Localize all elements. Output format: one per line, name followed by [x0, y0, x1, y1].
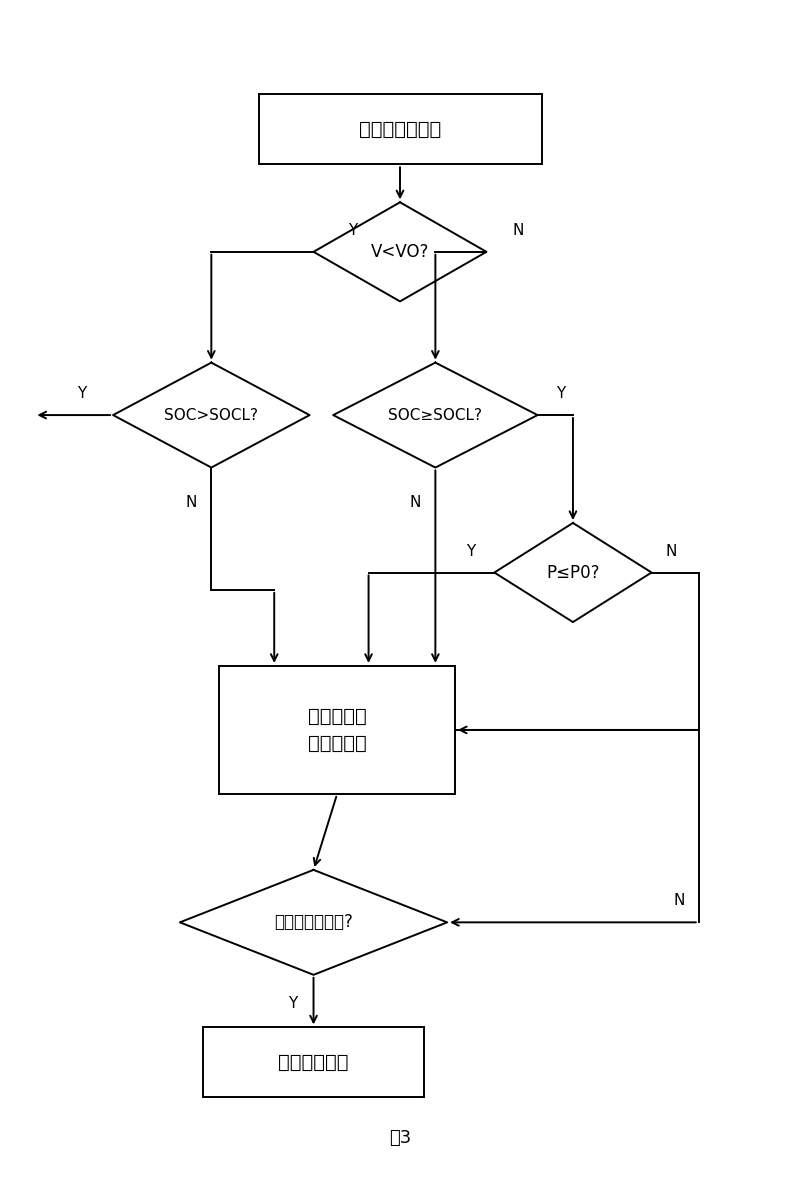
Text: N: N: [410, 496, 422, 510]
Text: 进入常规行
驶控制状态: 进入常规行 驶控制状态: [308, 707, 366, 753]
Text: Y: Y: [289, 996, 298, 1011]
Polygon shape: [113, 362, 310, 467]
Text: Y: Y: [557, 386, 566, 401]
Text: SOC≥SOCL?: SOC≥SOCL?: [388, 407, 482, 422]
Polygon shape: [494, 523, 651, 622]
Text: 执行四驱行驶: 执行四驱行驶: [278, 1053, 349, 1071]
Text: 图3: 图3: [389, 1129, 411, 1147]
Polygon shape: [314, 202, 486, 301]
Bar: [219, 666, 455, 794]
Bar: [203, 1028, 423, 1097]
Text: N: N: [666, 544, 677, 558]
Text: N: N: [186, 496, 197, 510]
Polygon shape: [333, 362, 538, 467]
Text: Y: Y: [348, 223, 358, 238]
Text: SOC>SOCL?: SOC>SOCL?: [164, 407, 258, 422]
Text: 电池条件允许吗?: 电池条件允许吗?: [274, 913, 353, 931]
Polygon shape: [180, 870, 447, 975]
Text: P≤P0?: P≤P0?: [546, 564, 600, 582]
Text: V<VO?: V<VO?: [371, 243, 429, 261]
Text: 采集机动车信号: 采集机动车信号: [359, 120, 441, 139]
Text: Y: Y: [466, 544, 475, 558]
Bar: [258, 94, 542, 164]
Text: N: N: [673, 893, 685, 909]
Text: Y: Y: [77, 386, 86, 401]
Text: N: N: [512, 223, 524, 238]
